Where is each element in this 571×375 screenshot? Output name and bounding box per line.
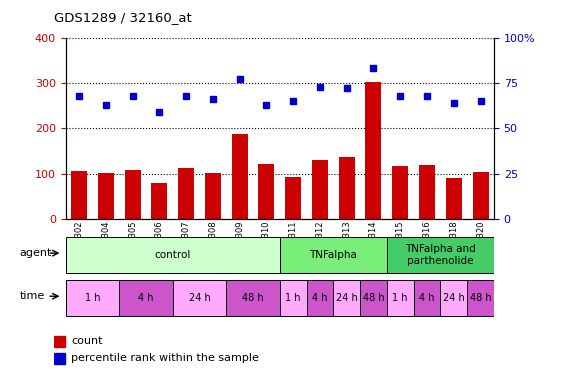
Bar bbox=[173, 280, 226, 316]
Bar bbox=[473, 172, 489, 219]
Bar bbox=[226, 280, 280, 316]
Bar bbox=[54, 352, 65, 364]
Bar bbox=[66, 280, 119, 316]
Text: 4 h: 4 h bbox=[312, 293, 328, 303]
Text: 24 h: 24 h bbox=[443, 293, 465, 303]
Bar bbox=[119, 280, 173, 316]
Bar bbox=[66, 237, 280, 273]
Text: 48 h: 48 h bbox=[470, 293, 491, 303]
Bar bbox=[446, 178, 462, 219]
Text: 24 h: 24 h bbox=[188, 293, 210, 303]
Text: 1 h: 1 h bbox=[392, 293, 408, 303]
Text: 4 h: 4 h bbox=[419, 293, 435, 303]
Bar bbox=[339, 157, 355, 219]
Bar bbox=[285, 177, 301, 219]
Bar bbox=[98, 173, 114, 219]
Text: 1 h: 1 h bbox=[85, 293, 100, 303]
Text: percentile rank within the sample: percentile rank within the sample bbox=[71, 353, 259, 363]
Text: time: time bbox=[19, 291, 45, 301]
Bar bbox=[413, 280, 440, 316]
Bar bbox=[280, 280, 307, 316]
Text: 24 h: 24 h bbox=[336, 293, 357, 303]
Bar bbox=[360, 280, 387, 316]
Text: 1 h: 1 h bbox=[286, 293, 301, 303]
Bar bbox=[205, 173, 221, 219]
Text: 48 h: 48 h bbox=[363, 293, 384, 303]
Bar bbox=[440, 280, 467, 316]
Bar bbox=[419, 165, 435, 219]
Bar bbox=[333, 280, 360, 316]
Text: TNFalpha and
parthenolide: TNFalpha and parthenolide bbox=[405, 244, 476, 266]
Bar bbox=[232, 134, 248, 219]
Bar bbox=[467, 280, 494, 316]
Text: GDS1289 / 32160_at: GDS1289 / 32160_at bbox=[54, 11, 192, 24]
Bar bbox=[258, 164, 275, 219]
Bar bbox=[392, 166, 408, 219]
Text: 4 h: 4 h bbox=[138, 293, 154, 303]
Text: 48 h: 48 h bbox=[242, 293, 264, 303]
Bar bbox=[71, 171, 87, 219]
Bar bbox=[151, 183, 167, 219]
Bar bbox=[365, 82, 381, 219]
Bar bbox=[178, 168, 194, 219]
Bar bbox=[54, 336, 65, 347]
Text: control: control bbox=[155, 250, 191, 260]
Text: count: count bbox=[71, 336, 103, 346]
Bar bbox=[307, 280, 333, 316]
Bar bbox=[387, 280, 413, 316]
Bar bbox=[387, 237, 494, 273]
Bar bbox=[312, 160, 328, 219]
Text: agent: agent bbox=[19, 248, 52, 258]
Bar bbox=[280, 237, 387, 273]
Text: TNFalpha: TNFalpha bbox=[309, 250, 357, 260]
Bar bbox=[124, 170, 140, 219]
